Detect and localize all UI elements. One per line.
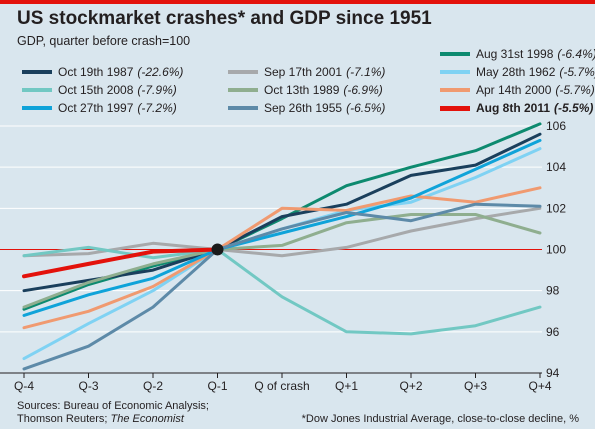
legend-label: Aug 8th 2011 [476,101,551,115]
series-line-aug-8th-2011 [22,247,220,279]
legend-swatch [22,70,52,74]
y-tick-label-98: 98 [546,284,560,298]
series-line-apr-14th-2000 [22,186,542,330]
legend-pct: (-7.2%) [137,101,177,115]
legend-pct: (-6.5%) [346,101,386,115]
legend-pct: (-5.5%) [554,101,594,115]
source-line-2-prefix: Thomson Reuters; [17,413,111,425]
legend-item-aug-31st-1998: Aug 31st 1998 (-6.4%) [440,46,595,62]
legend-item-oct-13th-1989: Oct 13th 1989 (-6.9%) [228,82,383,98]
legend-item-sep-17th-2001: Sep 17th 2001 (-7.1%) [228,64,385,80]
legend-item-aug-8th-2011: Aug 8th 2011 (-5.5%) [440,100,593,116]
legend-swatch [440,70,470,74]
x-tick-label-q-of-crash: Q of crash [254,379,309,393]
y-tick-label-104: 104 [546,160,566,174]
legend-label: Oct 27th 1997 [58,101,134,115]
legend-label: Apr 14th 2000 [476,83,552,97]
chart-title: US stockmarket crashes* and GDP since 19… [17,8,432,29]
legend-label: Sep 26th 1955 [264,101,343,115]
legend-swatch [440,52,470,56]
accent-bar [0,0,595,4]
x-tick-label-q-3: Q-3 [78,379,98,393]
series-line-oct-19th-1987 [22,132,542,293]
x-tick-label-q-4: Q-4 [14,379,34,393]
x-tick-label-q-2: Q-2 [143,379,163,393]
legend-pct: (-5.7%) [559,65,595,79]
series-line-oct-13th-1989 [22,213,542,309]
legend-pct: (-6.9%) [343,83,383,97]
legend-swatch [22,106,52,110]
legend-swatch [228,88,258,92]
y-tick-label-102: 102 [546,201,566,215]
x-tick-label-q-1: Q-1 [207,379,227,393]
y-tick-label-100: 100 [546,243,566,257]
legend-label: May 28th 1962 [476,65,556,79]
x-tick-label-q-1: Q+1 [335,379,358,393]
legend-pct: (-7.9%) [137,83,177,97]
source-line-1: Sources: Bureau of Economic Analysis; [17,400,209,412]
chart-subtitle: GDP, quarter before crash=100 [17,34,191,48]
series-line-oct-27th-1997 [22,138,542,317]
y-tick-label-106: 106 [546,119,566,133]
legend-item-sep-26th-1955: Sep 26th 1955 (-6.5%) [228,100,385,116]
y-tick-label-94: 94 [546,366,560,380]
x-tick-label-q-3: Q+3 [464,379,487,393]
legend-item-apr-14th-2000: Apr 14th 2000 (-5.7%) [440,82,595,98]
legend-item-oct-27th-1997: Oct 27th 1997 (-7.2%) [22,100,177,116]
footnote: *Dow Jones Industrial Average, close-to-… [301,413,579,425]
series-line-sep-26th-1955 [22,202,542,371]
legend-swatch [440,88,470,92]
crash-point-marker [211,243,224,256]
legend-label: Oct 15th 2008 [58,83,134,97]
legend-label: Aug 31st 1998 [476,47,554,61]
legend-item-oct-19th-1987: Oct 19th 1987 (-22.6%) [22,64,183,80]
legend-item-oct-15th-2008: Oct 15th 2008 (-7.9%) [22,82,177,98]
legend-pct: (-7.1%) [346,65,386,79]
y-tick-label-96: 96 [546,325,560,339]
source-note: Sources: Bureau of Economic Analysis; Th… [17,400,209,426]
x-tick-label-q-4: Q+4 [528,379,551,393]
source-line-2: Thomson Reuters; The Economist [17,413,209,426]
series-line-oct-15th-2008 [22,245,542,336]
x-tick-label-q-2: Q+2 [399,379,422,393]
legend-label: Sep 17th 2001 [264,65,343,79]
legend-pct: (-6.4%) [557,47,595,61]
legend-swatch [228,70,258,74]
source-line-2-italic: The Economist [110,413,184,425]
legend-label: Oct 19th 1987 [58,65,134,79]
legend-pct: (-5.7%) [555,83,595,97]
legend-swatch [228,106,258,110]
legend-label: Oct 13th 1989 [264,83,340,97]
legend-item-may-28th-1962: May 28th 1962 (-5.7%) [440,64,595,80]
legend-swatch [22,88,52,92]
legend-swatch [440,105,470,111]
legend-pct: (-22.6%) [137,65,184,79]
